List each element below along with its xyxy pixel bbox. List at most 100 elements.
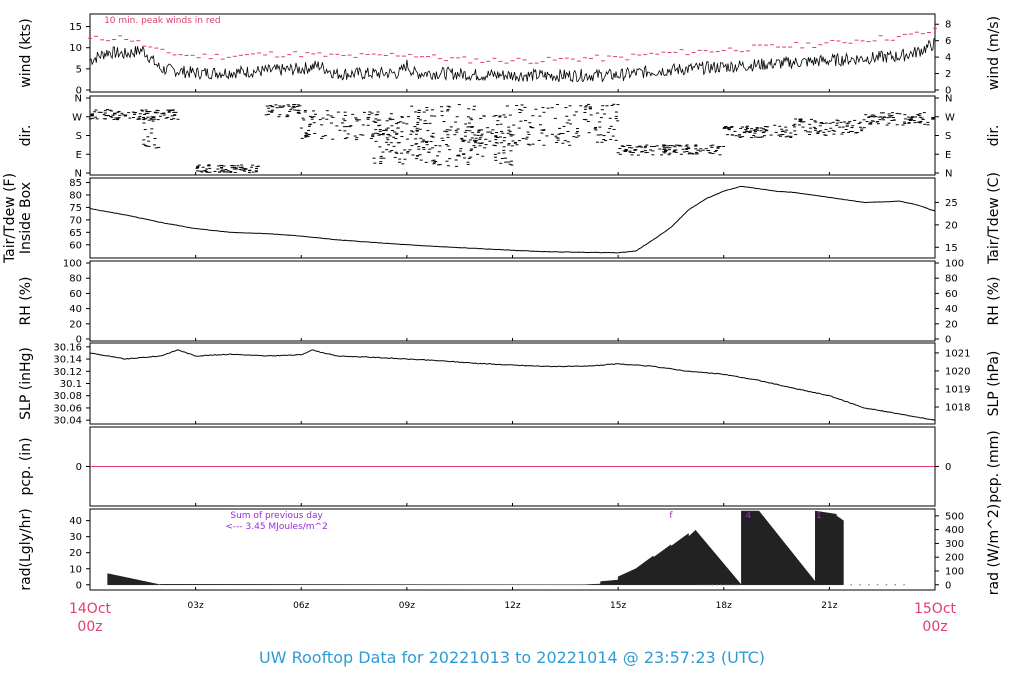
temp-y-axis-label: Tair/Tdew (F) — [2, 173, 18, 264]
rh-right-tick-label: 20 — [945, 319, 958, 330]
radiation-sum-note: Sum of previous day — [230, 511, 323, 521]
rad-right-tick-label: 200 — [945, 553, 964, 564]
rh-right-tick-label: 0 — [945, 335, 951, 346]
radiation-area — [582, 583, 601, 586]
rad-left-tick-label: 20 — [69, 548, 82, 559]
wind-speed-series-line — [89, 38, 936, 83]
temp-right-tick-label: 20 — [945, 220, 958, 231]
time-axis-start-date: 14Oct — [69, 601, 112, 617]
slp-left-tick-label: 30.12 — [53, 367, 82, 378]
peak-wind-note: 10 min. peak winds in red — [104, 16, 221, 26]
dir-left-tick-label: W — [72, 112, 82, 123]
radiation-sum-value: <--- 3.45 MJoules/m^2 — [225, 522, 327, 532]
rad-left-tick-label: 30 — [69, 532, 82, 543]
rh-y-axis-label-right: RH (%) — [986, 277, 1002, 326]
slp-y-axis-label: SLP (inHg) — [18, 347, 34, 420]
radiation-area — [600, 579, 619, 586]
slp-right-tick-label: 1018 — [945, 403, 970, 414]
rh-left-tick-label: 100 — [63, 259, 82, 270]
radiation-area — [670, 532, 689, 586]
dir-right-tick-label: S — [945, 131, 951, 142]
time-axis-end-hour: 00z — [922, 619, 947, 635]
radiation-area — [653, 544, 672, 586]
wind-y-axis-label: wind (kts) — [18, 18, 34, 87]
slp-left-tick-label: 30.14 — [53, 355, 82, 366]
slp-series-line — [89, 349, 936, 421]
dir-right-tick-label: E — [945, 150, 951, 161]
time-axis-label: 03z — [188, 601, 204, 611]
time-axis-end-date: 15Oct — [914, 601, 957, 617]
rad-left-tick-label: 10 — [69, 564, 82, 575]
dir-right-tick-label: N — [945, 94, 952, 105]
rh-panel-frame — [89, 260, 936, 342]
radiation-area — [617, 568, 636, 586]
dir-left-tick-label: S — [76, 131, 82, 142]
radiation-area — [635, 555, 654, 586]
temp-left-tick-label: 70 — [69, 215, 82, 226]
radiation-area — [815, 510, 837, 586]
slp-left-tick-label: 30.08 — [53, 391, 82, 402]
wind-right-tick-label: 6 — [945, 36, 951, 47]
slp-y-axis-label-right: SLP (hPa) — [986, 351, 1002, 417]
temp-left-tick-label: 75 — [69, 203, 82, 214]
rad-right-tick-label: 0 — [945, 580, 951, 591]
radiation-area — [688, 529, 696, 586]
rad-left-tick-label: 0 — [76, 580, 82, 591]
dir-left-tick-label: N — [75, 169, 82, 180]
slp-right-tick-label: 1020 — [945, 366, 970, 377]
radiation-burst-label: f — [669, 511, 673, 521]
temp-y-axis-label: Inside Box — [18, 182, 34, 254]
rad-right-tick-label: 500 — [945, 511, 964, 522]
radiation-area — [695, 529, 742, 586]
wind-left-tick-label: 5 — [76, 64, 82, 75]
dir-left-tick-label: E — [76, 150, 82, 161]
rad-right-tick-label: 400 — [945, 525, 964, 536]
temp-panel-frame — [89, 177, 936, 259]
rad-right-tick-label: 300 — [945, 539, 964, 550]
temp-right-tick-label: 25 — [945, 198, 958, 209]
slp-left-tick-label: 30.04 — [53, 416, 82, 427]
wind-right-tick-label: 2 — [945, 69, 951, 80]
time-axis-label: 21z — [821, 601, 837, 611]
rh-right-tick-label: 100 — [945, 259, 964, 270]
rh-left-tick-label: 0 — [76, 335, 82, 346]
temp-y-axis-label-right: Tair/Tdew (C) — [986, 172, 1002, 265]
radiation-burst-label: 1 — [816, 511, 822, 521]
rh-left-tick-label: 20 — [69, 319, 82, 330]
rad-y-axis-label-right: rad (W/m^2) — [986, 504, 1002, 595]
time-axis-label: 09z — [399, 601, 415, 611]
slp-left-tick-label: 30.06 — [53, 403, 82, 414]
rh-right-tick-label: 40 — [945, 304, 958, 315]
rh-right-tick-label: 80 — [945, 274, 958, 285]
temp-left-tick-label: 80 — [69, 190, 82, 201]
pcp-y-axis-label-right: pcp. (mm) — [986, 430, 1002, 503]
time-axis-label: 12z — [504, 601, 520, 611]
rad-y-axis-label: rad(Lgly/hr) — [18, 508, 34, 590]
pcp-y-axis-label: pcp. (in) — [18, 437, 34, 495]
temp-left-tick-label: 65 — [69, 228, 82, 239]
radiation-area — [758, 510, 816, 586]
dir-right-tick-label: N — [945, 169, 952, 180]
pcp-right-tick-label: 0 — [945, 462, 951, 473]
rh-left-tick-label: 80 — [69, 274, 82, 285]
slp-left-tick-label: 30.1 — [60, 379, 82, 390]
chart-footer-title: UW Rooftop Data for 20221013 to 20221014… — [258, 648, 766, 667]
wind-right-tick-label: 8 — [945, 20, 951, 31]
dir-right-tick-label: W — [945, 112, 955, 123]
pcp-left-tick-label: 0 — [76, 462, 82, 473]
time-axis-label: 06z — [293, 601, 309, 611]
rh-left-tick-label: 60 — [69, 289, 82, 300]
wind-left-tick-label: 10 — [69, 43, 82, 54]
wind-right-tick-label: 0 — [945, 86, 951, 97]
dir-left-tick-label: N — [75, 94, 82, 105]
rad-right-tick-label: 100 — [945, 566, 964, 577]
rh-right-tick-label: 60 — [945, 289, 958, 300]
radiation-area — [107, 573, 161, 586]
wind-left-tick-label: 0 — [76, 86, 82, 97]
slp-right-tick-label: 1021 — [945, 348, 970, 359]
temp-right-tick-label: 15 — [945, 243, 958, 254]
rad-left-tick-label: 40 — [69, 516, 82, 527]
time-axis-label: 15z — [610, 601, 626, 611]
